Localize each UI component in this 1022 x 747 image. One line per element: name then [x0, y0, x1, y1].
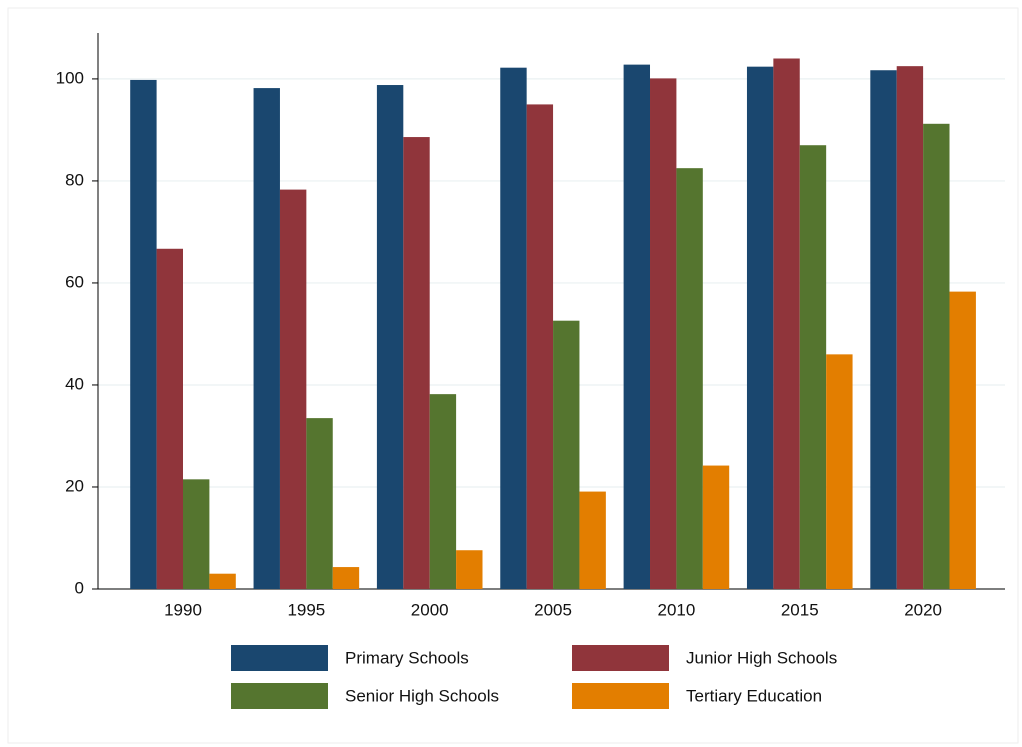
legend-swatch [572, 645, 669, 671]
bar [403, 137, 430, 589]
bar [579, 491, 606, 589]
bar [130, 79, 157, 590]
bar [949, 291, 976, 589]
bar [746, 66, 774, 589]
y-tick-label: 60 [65, 272, 84, 291]
bar [429, 394, 457, 589]
bar [279, 189, 307, 590]
bar [799, 145, 827, 589]
bar [376, 85, 404, 589]
bar [526, 104, 554, 589]
bar [702, 465, 730, 589]
bar [676, 168, 703, 589]
bar [253, 88, 280, 589]
bar [896, 66, 924, 590]
x-tick-label: 2015 [781, 600, 819, 619]
bar [456, 550, 483, 589]
bar [773, 58, 800, 590]
legend-label: Primary Schools [345, 648, 469, 667]
legend-swatch [231, 683, 328, 709]
x-tick-label: 2005 [534, 600, 572, 619]
legend-swatch [572, 683, 669, 709]
bar [183, 479, 210, 589]
x-tick-label: 2000 [411, 600, 449, 619]
y-tick-label: 40 [65, 374, 84, 393]
bar [826, 354, 853, 589]
bar [650, 78, 677, 589]
legend-swatch [231, 645, 328, 671]
bar [623, 64, 651, 590]
bar [870, 70, 897, 589]
bar [500, 67, 527, 590]
bar [553, 320, 580, 589]
legend-label: Senior High Schools [345, 686, 499, 705]
x-tick-label: 2020 [904, 600, 942, 619]
bar [923, 123, 950, 590]
legend-label: Tertiary Education [686, 686, 822, 705]
bar [209, 573, 236, 589]
x-tick-label: 1990 [164, 600, 202, 619]
y-tick-label: 20 [65, 476, 84, 495]
bar [332, 567, 360, 589]
legend-label: Junior High Schools [686, 648, 837, 667]
bar [306, 418, 333, 589]
y-tick-label: 0 [75, 578, 84, 597]
y-tick-label: 80 [65, 170, 84, 189]
x-tick-label: 2010 [657, 600, 695, 619]
x-tick-label: 1995 [287, 600, 325, 619]
y-tick-label: 100 [56, 68, 84, 87]
bar [156, 248, 183, 590]
